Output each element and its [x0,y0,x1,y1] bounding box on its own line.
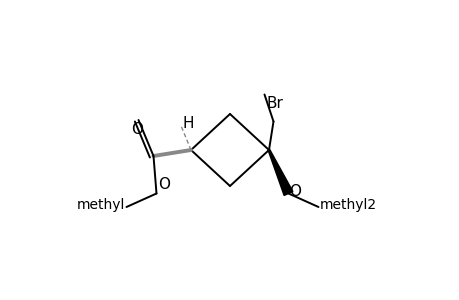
Text: methyl2: methyl2 [319,199,376,212]
Polygon shape [268,150,292,196]
Text: Br: Br [265,96,282,111]
Text: O: O [289,184,301,200]
Text: methyl: methyl [77,199,125,212]
Text: O: O [157,177,170,192]
Text: O: O [131,122,143,136]
Text: H: H [182,116,193,130]
